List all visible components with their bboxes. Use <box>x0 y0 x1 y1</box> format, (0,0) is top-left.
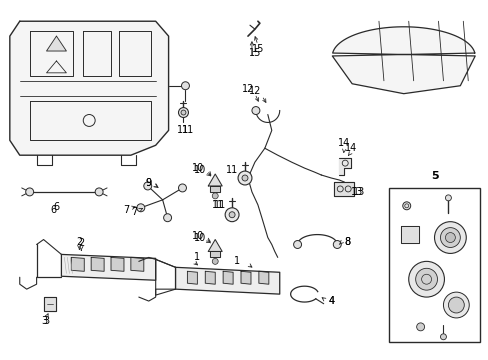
Text: 11: 11 <box>225 165 238 175</box>
Polygon shape <box>334 182 353 196</box>
Polygon shape <box>131 257 143 271</box>
Text: 10: 10 <box>194 165 206 175</box>
Text: 15: 15 <box>251 44 264 54</box>
Polygon shape <box>210 251 220 257</box>
Text: 10: 10 <box>192 163 204 173</box>
Circle shape <box>212 258 218 264</box>
Polygon shape <box>210 186 220 192</box>
Text: 11: 11 <box>212 200 224 210</box>
Circle shape <box>224 208 239 222</box>
Polygon shape <box>208 174 222 186</box>
Text: 4: 4 <box>327 296 334 306</box>
Polygon shape <box>258 271 268 284</box>
Bar <box>388 188 479 342</box>
Text: 3: 3 <box>43 316 49 326</box>
Circle shape <box>178 108 188 117</box>
Polygon shape <box>223 271 233 284</box>
Circle shape <box>181 110 185 115</box>
Polygon shape <box>111 257 123 271</box>
Text: 11: 11 <box>214 200 226 210</box>
Text: 7: 7 <box>130 207 137 217</box>
Circle shape <box>143 182 151 190</box>
Text: 1: 1 <box>194 252 200 262</box>
Polygon shape <box>400 226 418 243</box>
Text: 12: 12 <box>241 84 254 94</box>
Text: 14: 14 <box>337 138 349 148</box>
Polygon shape <box>241 271 250 284</box>
Text: 3: 3 <box>41 316 47 326</box>
Circle shape <box>434 222 466 253</box>
Circle shape <box>440 228 459 247</box>
Text: 10: 10 <box>192 230 204 240</box>
Circle shape <box>251 107 259 114</box>
Circle shape <box>238 171 251 185</box>
Circle shape <box>163 214 171 222</box>
Text: 13: 13 <box>350 187 363 197</box>
Circle shape <box>212 193 218 199</box>
Text: 8: 8 <box>344 237 349 247</box>
Circle shape <box>178 184 186 192</box>
Circle shape <box>137 204 144 212</box>
Circle shape <box>445 233 454 243</box>
Text: 13: 13 <box>352 187 365 197</box>
Polygon shape <box>10 21 168 155</box>
Text: 6: 6 <box>53 202 60 212</box>
Polygon shape <box>208 239 222 251</box>
Text: 1: 1 <box>234 256 240 266</box>
Circle shape <box>415 268 437 290</box>
Polygon shape <box>339 158 350 175</box>
Circle shape <box>333 240 341 248</box>
Circle shape <box>293 240 301 248</box>
Text: 2: 2 <box>76 237 82 247</box>
Text: 11: 11 <box>182 125 194 135</box>
Text: 8: 8 <box>344 237 349 247</box>
Circle shape <box>408 261 444 297</box>
Polygon shape <box>91 257 104 271</box>
Text: 15: 15 <box>248 48 261 58</box>
Text: 7: 7 <box>122 205 129 215</box>
Circle shape <box>229 212 235 218</box>
Polygon shape <box>43 297 56 311</box>
Circle shape <box>95 188 103 196</box>
Circle shape <box>416 323 424 331</box>
Polygon shape <box>332 27 474 94</box>
Polygon shape <box>61 255 155 280</box>
Circle shape <box>181 82 189 90</box>
Circle shape <box>447 297 463 313</box>
Circle shape <box>440 334 446 340</box>
Text: 9: 9 <box>145 178 151 188</box>
Text: 6: 6 <box>50 205 57 215</box>
Text: 9: 9 <box>145 178 151 188</box>
Circle shape <box>445 195 450 201</box>
Polygon shape <box>187 271 197 284</box>
Circle shape <box>242 175 247 181</box>
Polygon shape <box>46 36 66 51</box>
Text: 12: 12 <box>248 86 261 96</box>
Circle shape <box>402 202 410 210</box>
Text: 14: 14 <box>345 143 357 153</box>
Circle shape <box>443 292 468 318</box>
Polygon shape <box>71 257 84 271</box>
Text: 4: 4 <box>327 296 334 306</box>
Text: 10: 10 <box>194 233 206 243</box>
Polygon shape <box>205 271 215 284</box>
Text: 2: 2 <box>78 238 84 248</box>
Text: 11: 11 <box>177 125 189 135</box>
Polygon shape <box>175 267 279 294</box>
Circle shape <box>26 188 34 196</box>
Text: 5: 5 <box>430 171 437 181</box>
